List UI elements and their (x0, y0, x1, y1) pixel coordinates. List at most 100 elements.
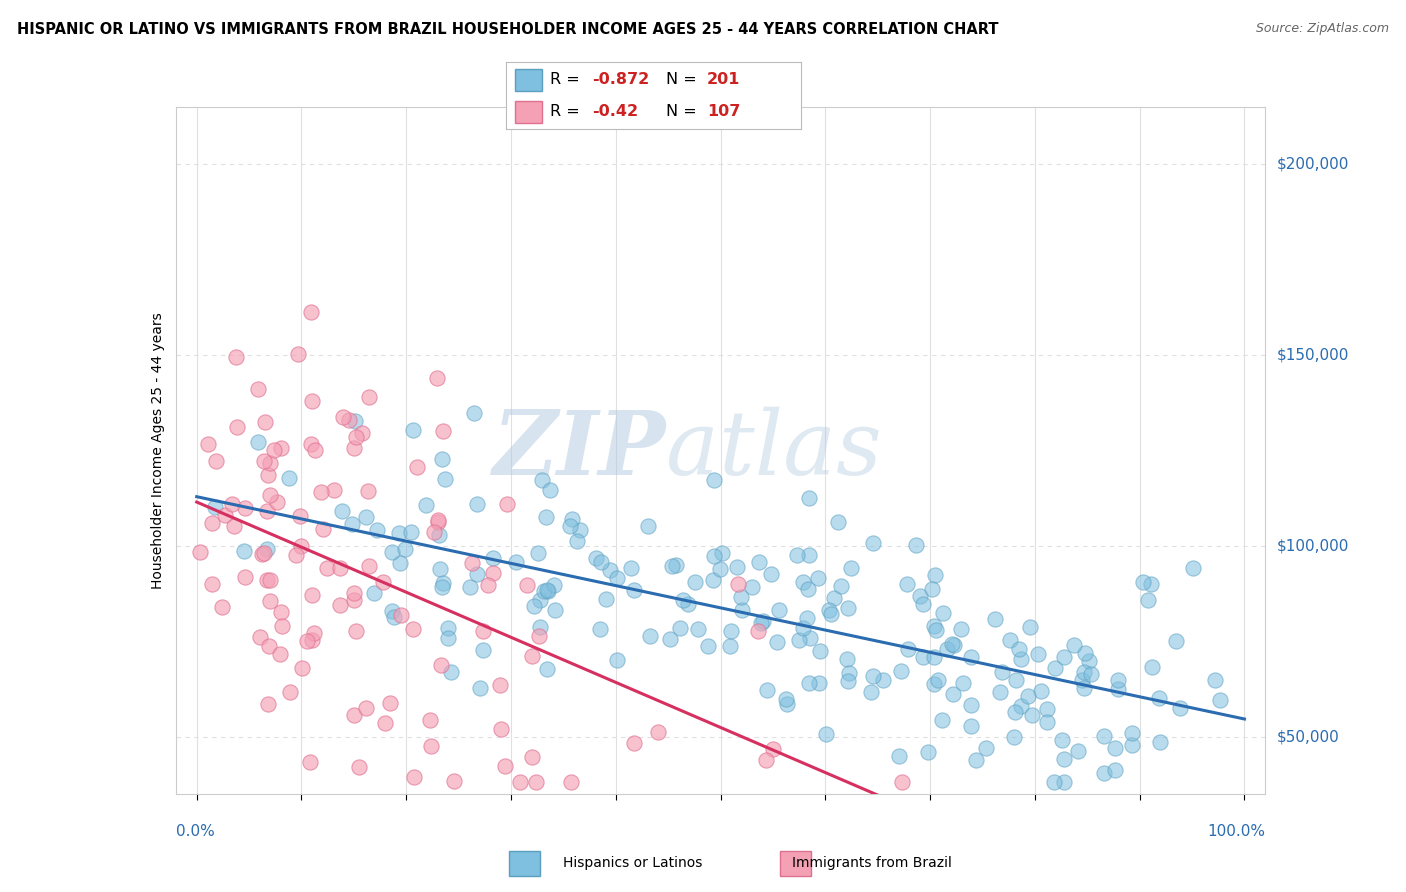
Point (529, 593, 551, 607)
Point (270, 441, 292, 455)
Point (381, 545, 404, 559)
Point (1182, 561, 1205, 575)
Text: -0.42: -0.42 (592, 104, 638, 120)
Text: Hispanics or Latinos: Hispanics or Latinos (562, 855, 703, 870)
Point (533, 584, 555, 599)
Point (1010, 652, 1032, 666)
Point (1010, 698, 1032, 713)
Point (543, 578, 565, 592)
Point (538, 483, 561, 497)
Point (225, 420, 247, 434)
Point (465, 497, 488, 511)
Point (837, 673, 859, 688)
Point (343, 586, 366, 600)
Point (356, 484, 378, 499)
Point (463, 406, 485, 420)
Point (505, 555, 527, 569)
Y-axis label: Householder Income Ages 25 - 44 years: Householder Income Ages 25 - 44 years (150, 312, 165, 589)
Point (820, 607, 842, 621)
Text: R =: R = (550, 104, 585, 120)
Point (439, 665, 461, 679)
Point (731, 602, 754, 616)
Point (905, 537, 928, 551)
Point (256, 468, 278, 483)
Point (922, 619, 945, 633)
Point (288, 508, 311, 523)
Point (516, 578, 538, 592)
Point (647, 725, 669, 739)
Text: $150,000: $150,000 (1277, 348, 1348, 362)
Point (429, 562, 451, 576)
Point (787, 633, 810, 648)
Point (558, 518, 581, 533)
Point (200, 516, 222, 530)
Point (838, 666, 860, 681)
Point (465, 567, 488, 582)
Point (952, 675, 974, 690)
Point (434, 471, 457, 485)
Point (374, 716, 396, 731)
Point (343, 592, 366, 607)
Point (304, 625, 326, 640)
Point (1149, 690, 1171, 705)
Text: R =: R = (550, 72, 585, 87)
Point (354, 510, 377, 524)
Point (429, 527, 451, 541)
Point (259, 639, 281, 653)
Point (807, 571, 830, 585)
Point (796, 611, 818, 625)
Point (665, 558, 688, 572)
Point (343, 441, 366, 455)
Point (378, 696, 401, 710)
Point (792, 621, 814, 635)
Point (354, 700, 377, 714)
Point (266, 495, 288, 509)
Point (337, 413, 360, 427)
Point (661, 559, 683, 574)
Point (748, 555, 770, 569)
Point (683, 574, 706, 589)
Point (747, 624, 769, 639)
Point (606, 572, 628, 586)
Point (1209, 693, 1232, 707)
Point (291, 660, 314, 674)
Point (287, 347, 309, 361)
Text: 107: 107 (707, 104, 741, 120)
Point (1063, 638, 1085, 652)
Point (676, 597, 699, 611)
Point (252, 547, 274, 561)
Point (599, 563, 621, 577)
Point (749, 616, 772, 631)
Point (1017, 690, 1039, 704)
Text: HISPANIC OR LATINO VS IMMIGRANTS FROM BRAZIL HOUSEHOLDER INCOME AGES 25 - 44 YEA: HISPANIC OR LATINO VS IMMIGRANTS FROM BR… (17, 22, 998, 37)
Point (197, 437, 219, 451)
Point (591, 555, 613, 569)
Point (389, 607, 412, 622)
Point (204, 500, 226, 514)
Point (471, 643, 494, 657)
Point (1005, 673, 1028, 687)
Point (381, 603, 404, 617)
Point (253, 454, 276, 468)
Point (205, 454, 228, 468)
Point (235, 500, 257, 515)
Point (755, 683, 778, 698)
Point (388, 557, 411, 571)
Point (696, 640, 718, 654)
Point (1107, 673, 1129, 688)
Point (290, 539, 312, 553)
Point (233, 570, 256, 584)
Point (263, 442, 285, 457)
Text: 0.0%: 0.0% (176, 824, 215, 839)
Point (419, 739, 441, 753)
Point (1019, 620, 1042, 634)
Point (818, 603, 841, 617)
Point (246, 382, 269, 396)
Point (1053, 649, 1076, 664)
Point (349, 760, 371, 774)
Point (799, 631, 821, 645)
Point (1073, 665, 1095, 679)
Point (340, 516, 363, 531)
Text: 100.0%: 100.0% (1208, 824, 1265, 839)
Point (256, 541, 278, 556)
